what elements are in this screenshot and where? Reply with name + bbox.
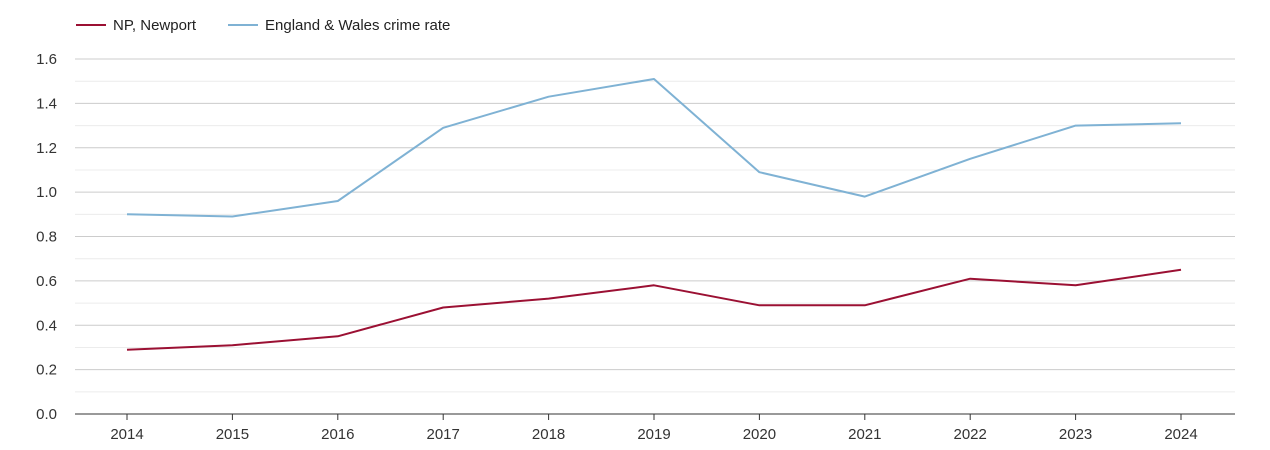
y-tick-label: 0.4	[36, 317, 57, 334]
x-tick-label: 2018	[532, 426, 565, 443]
legend-item-england-wales[interactable]: England & Wales crime rate	[228, 17, 450, 34]
x-tick-label: 2017	[427, 426, 460, 443]
series-line-england-wales[interactable]	[126, 78, 1182, 218]
legend-label-england-wales: England & Wales crime rate	[265, 17, 450, 34]
y-axis: 0.0 0.2 0.4 0.6 0.8 1.0 1.2 1.4 1.6	[36, 51, 57, 423]
y-tick-label: 0.0	[36, 406, 57, 423]
x-tick-label: 2014	[110, 426, 143, 443]
x-tick-label: 2016	[321, 426, 354, 443]
y-tick-label: 0.6	[36, 273, 57, 290]
legend: NP, Newport England & Wales crime rate	[76, 17, 450, 34]
x-axis: 2014 2015 2016 2017 2018 2019 2020 2021 2022 2023…	[75, 413, 1235, 443]
x-tick-label: 2020	[743, 426, 776, 443]
x-tick-label: 2023	[1059, 426, 1092, 443]
x-tick-label: 2024	[1164, 426, 1197, 443]
series-lines	[126, 78, 1182, 351]
y-tick-label: 1.4	[36, 95, 57, 112]
series-line-newport[interactable]	[126, 268, 1182, 351]
y-tick-label: 1.0	[36, 184, 57, 201]
x-tick-label: 2022	[954, 426, 987, 443]
legend-label-newport: NP, Newport	[113, 17, 197, 34]
gridlines	[75, 58, 1235, 393]
x-tick-label: 2015	[216, 426, 249, 443]
y-tick-label: 0.2	[36, 362, 57, 379]
y-tick-label: 1.2	[36, 140, 57, 157]
y-tick-label: 1.6	[36, 51, 57, 68]
x-tick-label: 2019	[637, 426, 670, 443]
y-tick-label: 0.8	[36, 229, 57, 246]
legend-item-newport[interactable]: NP, Newport	[76, 17, 197, 34]
x-tick-label: 2021	[848, 426, 881, 443]
